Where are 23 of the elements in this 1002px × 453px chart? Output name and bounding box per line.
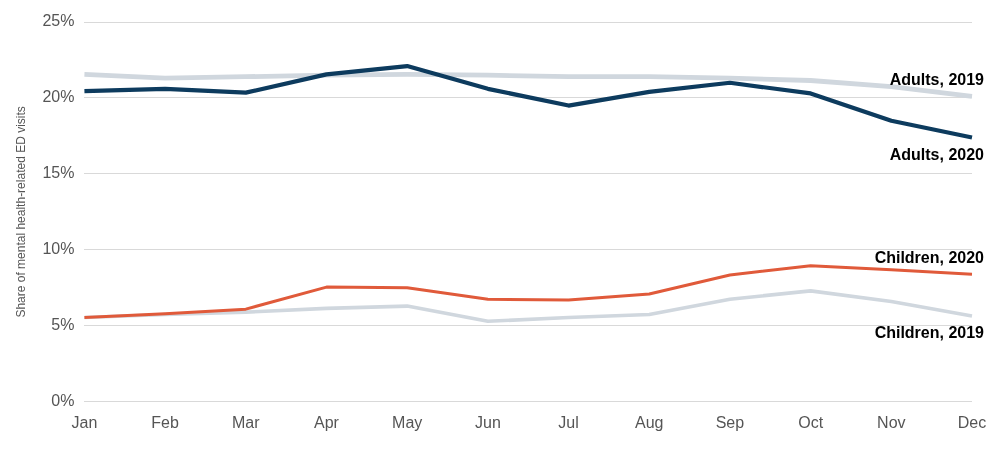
y-tick-label: 20%	[42, 88, 75, 106]
x-tick-label: Nov	[877, 413, 906, 431]
x-tick-label: Feb	[151, 413, 179, 431]
series-label: Children, 2019	[874, 324, 985, 342]
y-tick-label: 25%	[42, 12, 75, 30]
x-tick-label: Dec	[957, 413, 987, 431]
series-label: Adults, 2020	[889, 145, 985, 163]
x-tick-label: Apr	[314, 413, 340, 431]
y-tick-label: 5%	[51, 316, 75, 334]
x-tick-label: Jun	[474, 413, 501, 431]
series-label: Children, 2020	[874, 248, 985, 266]
x-tick-label: Jul	[558, 413, 579, 431]
y-tick-label: 15%	[42, 164, 75, 182]
y-axis-title: Share of mental health-related ED visits	[13, 106, 28, 318]
x-tick-label: May	[392, 413, 423, 431]
x-tick-label: Oct	[798, 413, 824, 431]
x-tick-label: Sep	[715, 413, 745, 431]
x-tick-label: Mar	[232, 413, 261, 431]
y-tick-label: 10%	[42, 240, 75, 258]
x-tick-label: Aug	[635, 413, 664, 431]
series-label: Adults, 2019	[889, 70, 985, 88]
y-tick-label: 0%	[51, 392, 75, 410]
x-tick-label: Jan	[71, 413, 98, 431]
